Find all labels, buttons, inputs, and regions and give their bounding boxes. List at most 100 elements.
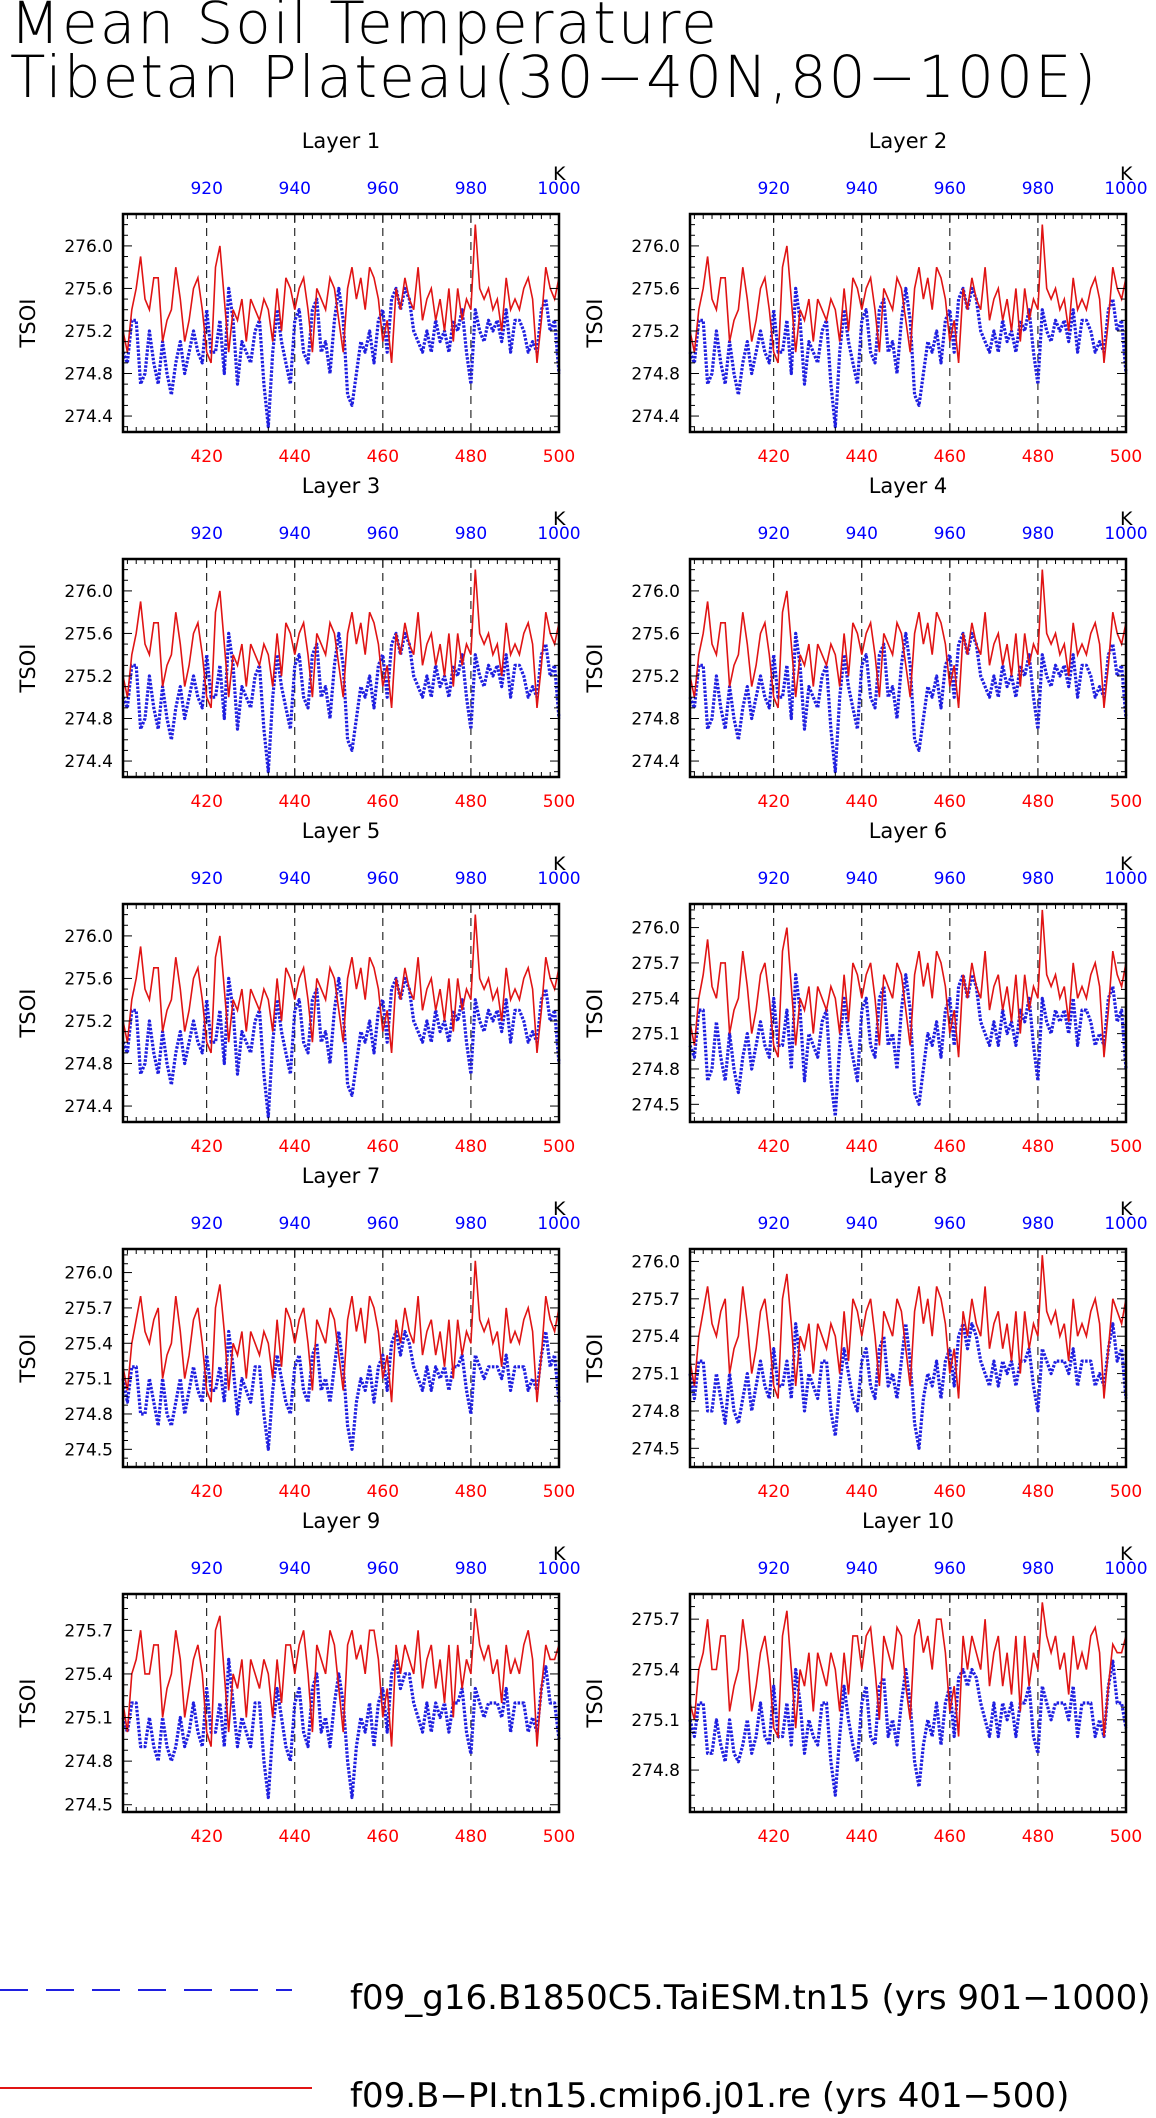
- y-tick-label: 275.7: [64, 1299, 113, 1319]
- x-tick-label-bottom: 440: [846, 447, 878, 467]
- panel-title: Layer 9: [302, 1509, 381, 1533]
- x-tick-label-top: 940: [846, 524, 878, 544]
- x-tick-label-top: 980: [455, 1559, 487, 1579]
- y-tick-label: 275.6: [64, 624, 113, 644]
- chart-layer-4: Layer 4 K 420 440 460 480 500 920 940 960 980 1000 2…: [583, 474, 1148, 812]
- series-cmip6-line: [122, 569, 560, 709]
- panel-title: Layer 7: [302, 1164, 381, 1188]
- x-tick-label-bottom: 500: [1110, 447, 1142, 467]
- y-tick-label: 276.0: [631, 237, 680, 257]
- y-tick-label: 275.4: [631, 1327, 680, 1347]
- x-tick-label-bottom: 420: [757, 792, 789, 812]
- chart-layer-5: Layer 5 K 420 440 460 480 500 920 940 960 980 1000 2…: [16, 819, 581, 1157]
- x-tick-label-bottom: 440: [846, 1482, 878, 1502]
- y-axis-label: TSOI: [16, 1679, 40, 1729]
- panel-title: Layer 3: [302, 474, 381, 498]
- legend-label-taiesm: f09_g16.B1850C5.TaiESM.tn15 (yrs 901−100…: [350, 1978, 1151, 2018]
- x-tick-label-top: 940: [846, 179, 878, 199]
- series-cmip6-line: [689, 569, 1127, 709]
- series-cmip6-line: [689, 1255, 1127, 1399]
- panel-title: Layer 10: [862, 1509, 954, 1533]
- x-tick-label-bottom: 420: [757, 1137, 789, 1157]
- x-tick-label-top: 920: [190, 179, 222, 199]
- series-taiesm-line: [688, 973, 1128, 1118]
- y-tick-label: 275.6: [631, 279, 680, 299]
- plot-frame: [688, 1592, 1128, 1814]
- y-tick-label: 274.8: [64, 1752, 113, 1772]
- y-tick-label: 275.2: [64, 322, 113, 342]
- top-axis-unit-label: K: [1120, 508, 1133, 530]
- series-taiesm-line: [688, 631, 1128, 774]
- panel-title: Layer 1: [302, 129, 381, 153]
- x-tick-label-bottom: 420: [190, 447, 222, 467]
- x-tick-label-bottom: 440: [279, 447, 311, 467]
- series-taiesm-line: [121, 631, 561, 774]
- y-tick-label: 275.2: [64, 1012, 113, 1032]
- x-tick-label-bottom: 500: [543, 1137, 575, 1157]
- legend-swatch-dashed: [0, 1989, 292, 1991]
- plot-frame: [688, 212, 1128, 434]
- series-cmip6-line: [689, 224, 1127, 364]
- plot-frame: [121, 1592, 561, 1814]
- x-tick-label-top: 980: [1022, 179, 1054, 199]
- y-axis-label: TSOI: [16, 299, 40, 349]
- x-tick-label-bottom: 480: [1022, 1482, 1054, 1502]
- series-cmip6-line: [689, 909, 1127, 1058]
- y-tick-label: 275.6: [631, 624, 680, 644]
- y-tick-label: 274.4: [64, 752, 113, 772]
- series-taiesm-line: [121, 976, 561, 1119]
- y-tick-label: 275.1: [64, 1370, 113, 1390]
- series-taiesm-line: [688, 1659, 1128, 1797]
- x-tick-label-top: 940: [279, 1559, 311, 1579]
- x-tick-label-top: 1000: [1104, 1559, 1147, 1579]
- plot-frame: [688, 902, 1128, 1124]
- y-tick-label: 275.7: [631, 954, 680, 974]
- chart-layer-6: Layer 6 K 420 440 460 480 500 920 940 960 980 1000 2…: [583, 819, 1148, 1157]
- top-axis-unit-label: K: [553, 853, 566, 875]
- x-tick-label-bottom: 500: [543, 792, 575, 812]
- x-tick-label-bottom: 500: [1110, 792, 1142, 812]
- y-tick-label: 275.1: [631, 1025, 680, 1045]
- x-tick-label-top: 920: [190, 869, 222, 889]
- x-tick-label-top: 960: [934, 179, 966, 199]
- top-axis-unit-label: K: [1120, 1543, 1133, 1565]
- legend-swatch-solid: [0, 2087, 312, 2089]
- x-tick-label-top: 960: [367, 1559, 399, 1579]
- x-tick-label-top: 1000: [1104, 869, 1147, 889]
- x-tick-label-top: 1000: [537, 524, 580, 544]
- x-tick-label-top: 960: [367, 1214, 399, 1234]
- y-tick-label: 274.4: [631, 407, 680, 427]
- x-tick-label-bottom: 480: [1022, 1827, 1054, 1847]
- x-tick-label-top: 1000: [537, 179, 580, 199]
- x-tick-label-bottom: 500: [543, 1482, 575, 1502]
- x-tick-label-top: 980: [1022, 524, 1054, 544]
- y-axis-label: TSOI: [16, 644, 40, 694]
- y-tick-label: 274.8: [64, 365, 113, 385]
- x-tick-label-top: 980: [455, 1214, 487, 1234]
- top-axis-unit-label: K: [553, 163, 566, 185]
- x-tick-label-top: 920: [190, 1559, 222, 1579]
- y-tick-label: 274.5: [631, 1095, 680, 1115]
- x-tick-label-top: 980: [1022, 1214, 1054, 1234]
- y-tick-label: 275.6: [64, 279, 113, 299]
- plot-frame: [688, 1247, 1128, 1469]
- x-tick-label-top: 960: [934, 1559, 966, 1579]
- top-axis-unit-label: K: [1120, 163, 1133, 185]
- x-tick-label-bottom: 460: [934, 1137, 966, 1157]
- y-tick-label: 274.8: [631, 710, 680, 730]
- plot-frame: [121, 1247, 561, 1469]
- x-tick-label-bottom: 480: [455, 447, 487, 467]
- y-tick-label: 275.2: [631, 322, 680, 342]
- x-tick-label-top: 980: [1022, 869, 1054, 889]
- figure-title: Mean Soil Temperature Tibetan Plateau(30…: [10, 0, 1098, 106]
- y-tick-label: 275.2: [631, 667, 680, 687]
- series-taiesm-line: [688, 286, 1128, 429]
- x-tick-label-bottom: 420: [757, 1482, 789, 1502]
- x-tick-label-top: 920: [757, 179, 789, 199]
- x-tick-label-bottom: 440: [279, 1827, 311, 1847]
- chart-layer-7: Layer 7 K 420 440 460 480 500 920 940 960 980 1000 2…: [16, 1164, 581, 1502]
- chart-layer-8: Layer 8 K 420 440 460 480 500 920 940 960 980 1000 2…: [583, 1164, 1148, 1502]
- x-tick-label-bottom: 500: [543, 447, 575, 467]
- x-tick-label-bottom: 480: [455, 1137, 487, 1157]
- y-axis-label: TSOI: [583, 644, 607, 694]
